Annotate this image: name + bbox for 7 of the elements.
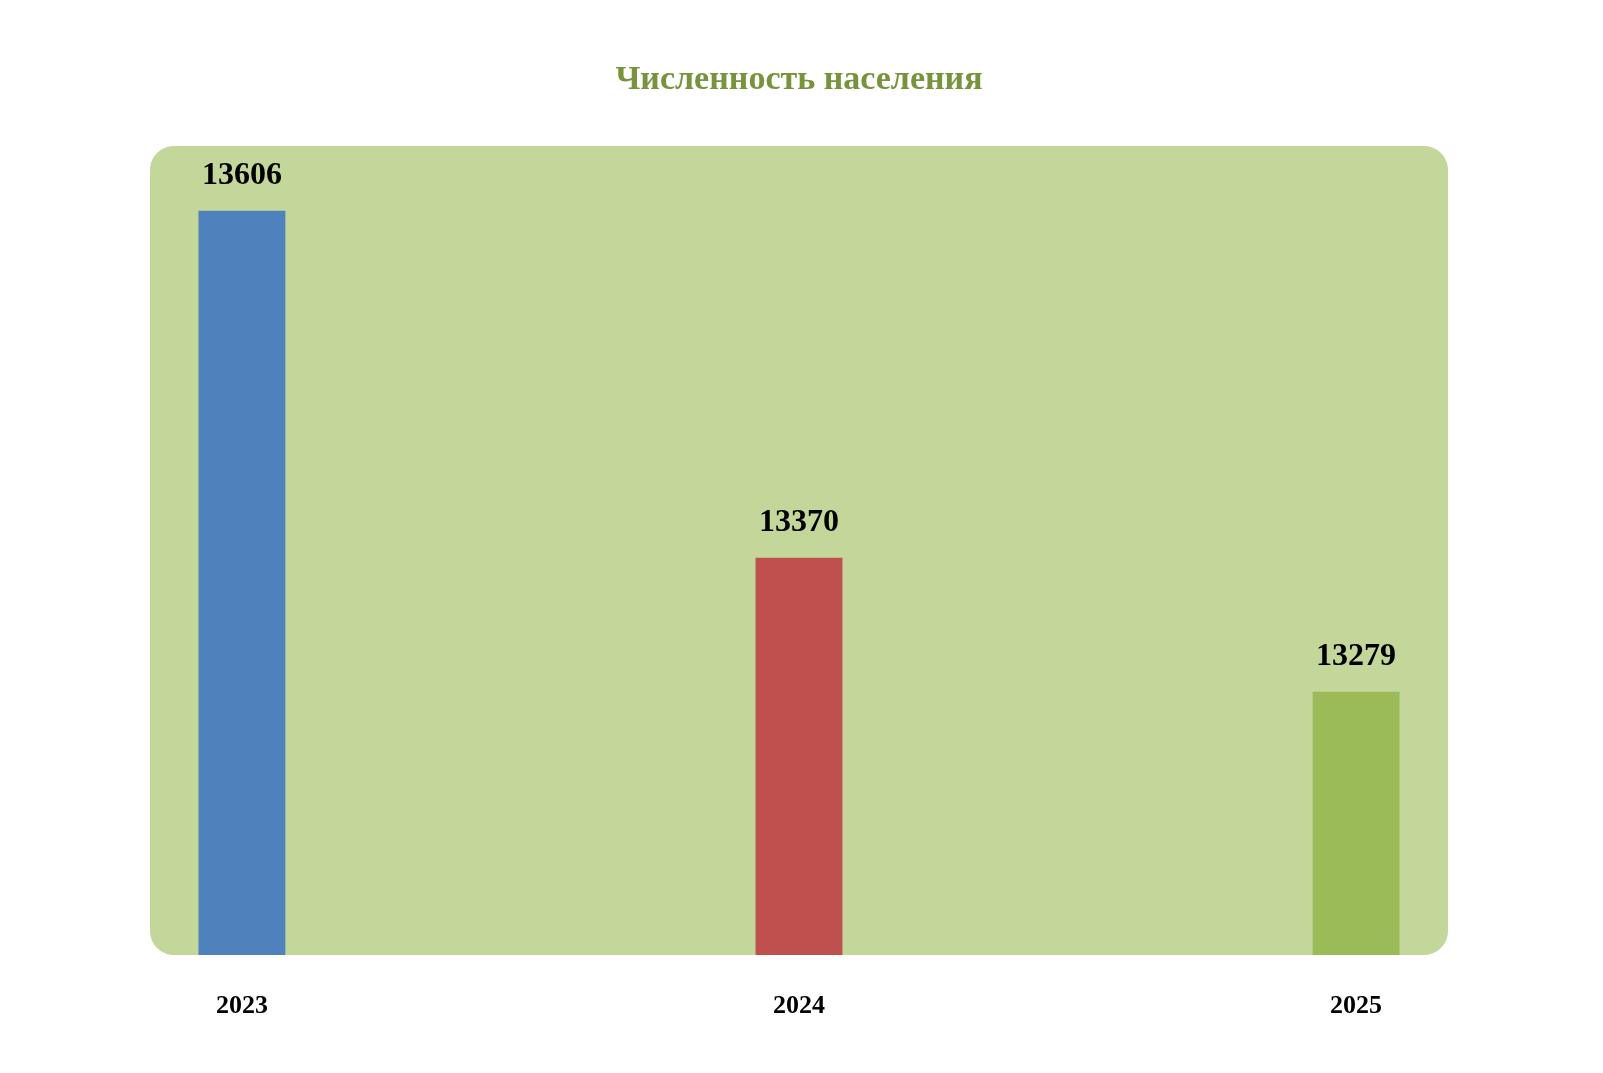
- chart-title: Численность населения: [615, 59, 983, 96]
- data-label: 13606: [201, 154, 282, 191]
- x-tick-label: 2024: [773, 989, 825, 1019]
- data-label: 13370: [759, 501, 839, 538]
- x-tick-label: 2025: [1330, 989, 1383, 1019]
- data-label: 13279: [1316, 635, 1397, 672]
- x-tick-label: 2023: [215, 989, 268, 1019]
